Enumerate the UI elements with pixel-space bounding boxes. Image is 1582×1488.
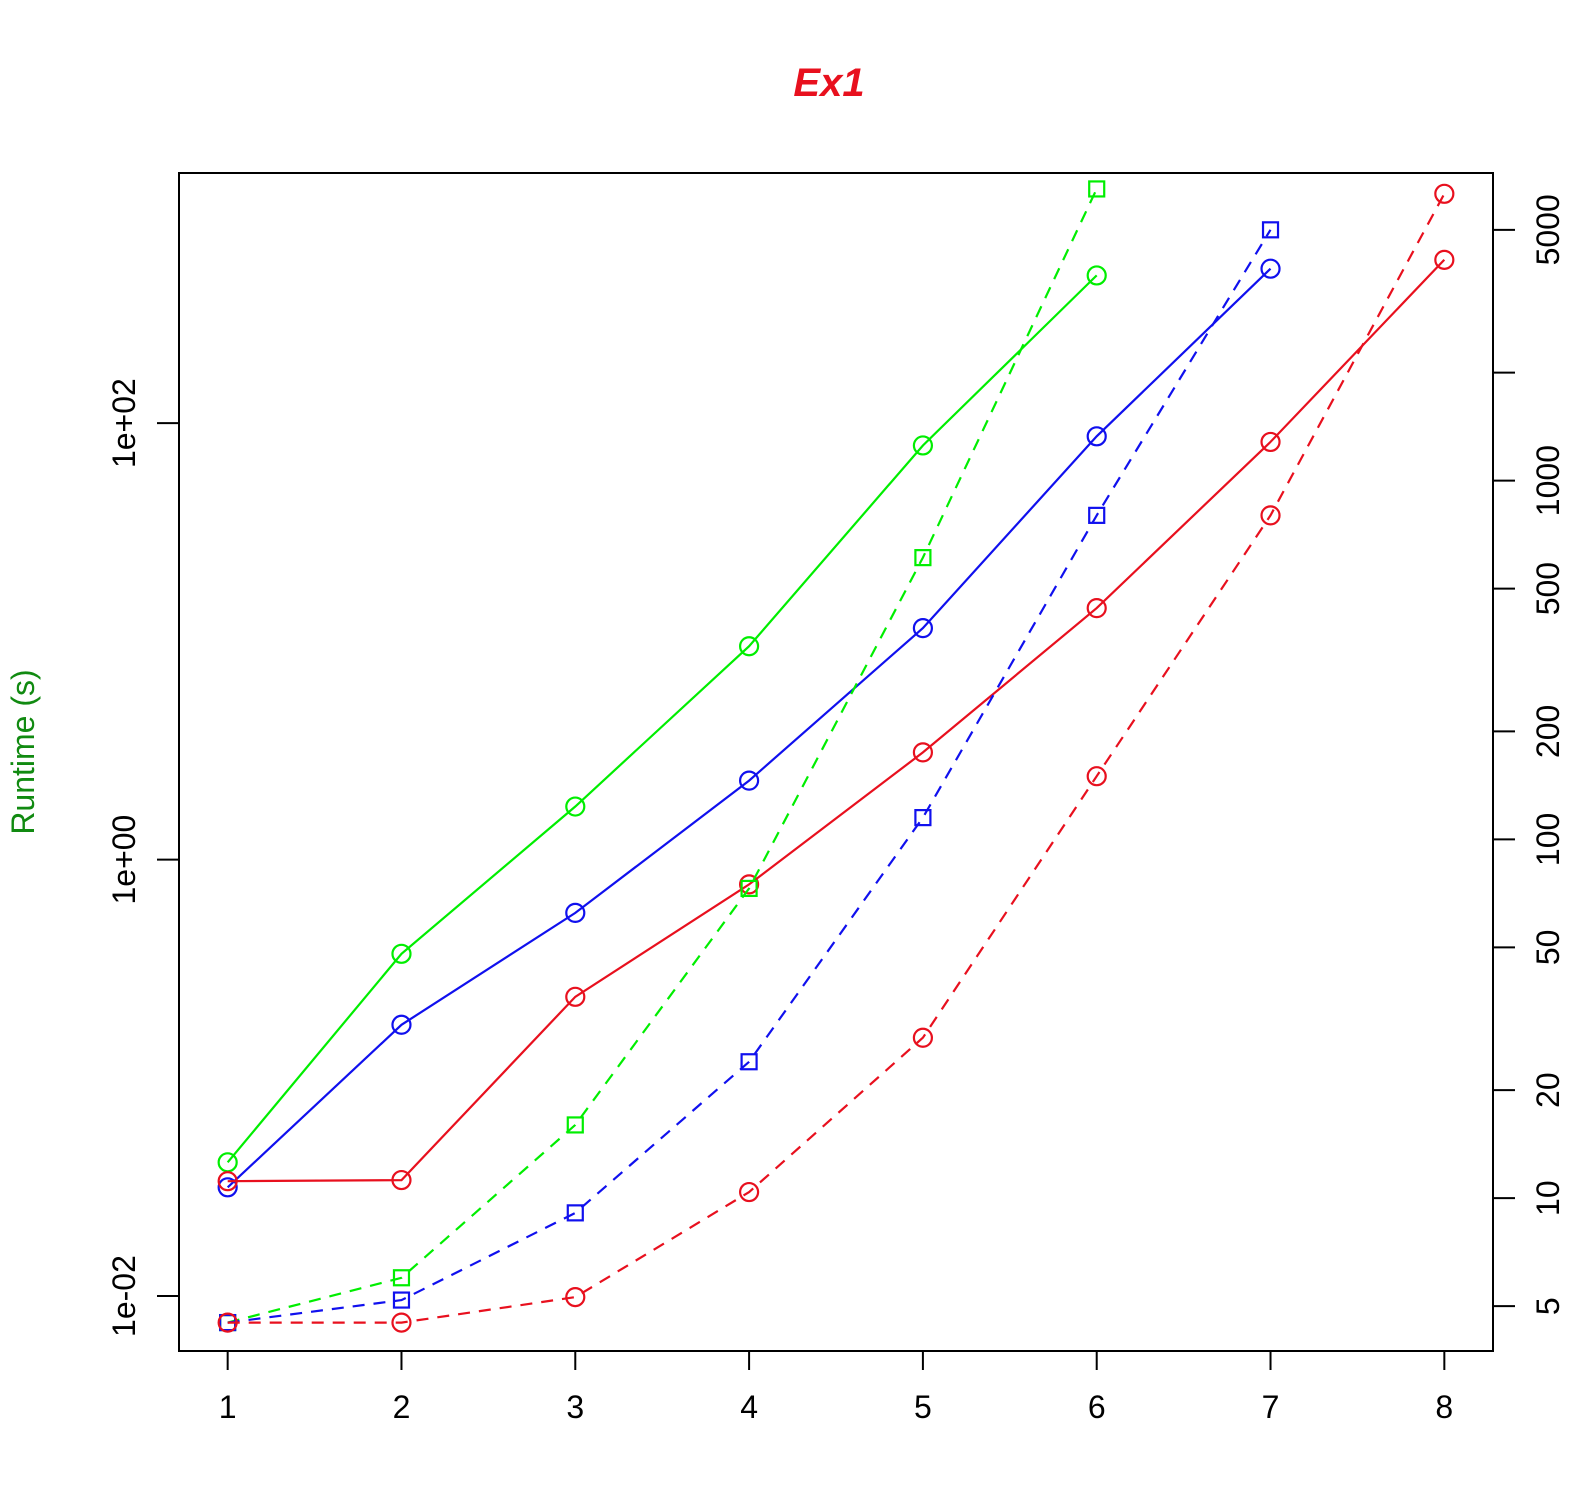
data-point <box>217 1152 238 1173</box>
data-point <box>565 986 586 1007</box>
y-left-tick-label: 1e+02 <box>106 378 142 468</box>
data-point <box>391 1169 412 1191</box>
data-point <box>1434 183 1455 204</box>
data-point <box>565 796 586 817</box>
data-point <box>912 435 934 456</box>
x-tick-label: 5 <box>914 1389 932 1425</box>
data-point <box>740 1053 758 1071</box>
y-right-tick-label: 200 <box>1530 705 1566 758</box>
series-2 <box>217 258 1281 1198</box>
y-right-tick-label: 5 <box>1530 1297 1566 1315</box>
y-right-tick-label: 20 <box>1530 1072 1566 1108</box>
data-point <box>1261 221 1280 239</box>
data-point <box>912 742 934 763</box>
data-point <box>566 1116 584 1134</box>
data-point <box>738 770 760 791</box>
series-4 <box>219 180 1106 1332</box>
plot-frame <box>178 172 1494 1352</box>
chart-title: Ex1 <box>793 61 864 105</box>
y-axis-right: 5 10 20 50 100 200 500 1000 5000 <box>1492 194 1566 1315</box>
data-point <box>1086 766 1107 787</box>
series-layer <box>217 180 1455 1333</box>
x-tick-label: 6 <box>1088 1389 1106 1425</box>
x-tick-label: 8 <box>1435 1389 1453 1425</box>
y-left-tick-label: 1e-02 <box>106 1255 142 1337</box>
x-tick-label: 3 <box>566 1389 584 1425</box>
data-point <box>1086 426 1107 447</box>
x-tick-label: 4 <box>740 1389 758 1425</box>
y-right-tick-label: 500 <box>1530 562 1566 615</box>
data-point <box>914 809 932 827</box>
data-point <box>1086 265 1107 286</box>
data-point <box>217 1312 238 1333</box>
series-6 <box>217 183 1455 1333</box>
y-right-tick-label: 10 <box>1530 1180 1566 1216</box>
series-1 <box>217 265 1107 1173</box>
data-point <box>740 879 758 898</box>
data-point <box>912 618 934 639</box>
data-point <box>217 1177 238 1198</box>
y-right-tick-label: 5000 <box>1530 194 1566 265</box>
data-point <box>738 1181 760 1203</box>
data-point <box>392 1291 411 1309</box>
x-axis: 1 2 3 4 5 6 7 8 <box>219 1350 1453 1425</box>
data-point <box>1260 505 1281 526</box>
data-point <box>391 943 412 964</box>
data-point <box>392 1269 411 1287</box>
data-point <box>565 1286 586 1308</box>
data-point <box>1088 506 1106 524</box>
y-right-tick-label: 100 <box>1530 813 1566 866</box>
y-right-tick-label: 1000 <box>1530 445 1566 516</box>
y-axis-label: Runtime (s) <box>5 669 41 834</box>
series-line <box>227 259 1446 1183</box>
data-point <box>1260 258 1281 279</box>
x-tick-label: 7 <box>1262 1389 1280 1425</box>
y-axis-left: 1e-02 1e+00 1e+02 <box>106 378 180 1337</box>
data-point <box>1260 431 1281 453</box>
series-line <box>227 193 1446 1324</box>
series-line <box>227 229 1272 1324</box>
data-point <box>912 1027 934 1048</box>
data-point <box>565 902 586 923</box>
data-point <box>1086 598 1107 619</box>
data-point <box>914 549 932 567</box>
series-line <box>226 274 1098 1164</box>
data-point <box>738 874 760 895</box>
x-tick-label: 2 <box>393 1389 411 1425</box>
series-3 <box>217 249 1455 1192</box>
series-line <box>226 267 1272 1189</box>
data-point <box>738 636 760 657</box>
series-line <box>227 188 1098 1324</box>
x-tick-label: 1 <box>219 1389 237 1425</box>
data-point <box>391 1014 412 1035</box>
series-5 <box>219 221 1280 1332</box>
data-point <box>1434 249 1455 270</box>
data-point <box>391 1312 412 1333</box>
data-point <box>1088 180 1106 198</box>
y-right-tick-label: 50 <box>1530 930 1566 966</box>
data-point <box>566 1204 584 1222</box>
y-left-tick-label: 1e+00 <box>106 815 142 905</box>
data-point <box>217 1171 238 1192</box>
